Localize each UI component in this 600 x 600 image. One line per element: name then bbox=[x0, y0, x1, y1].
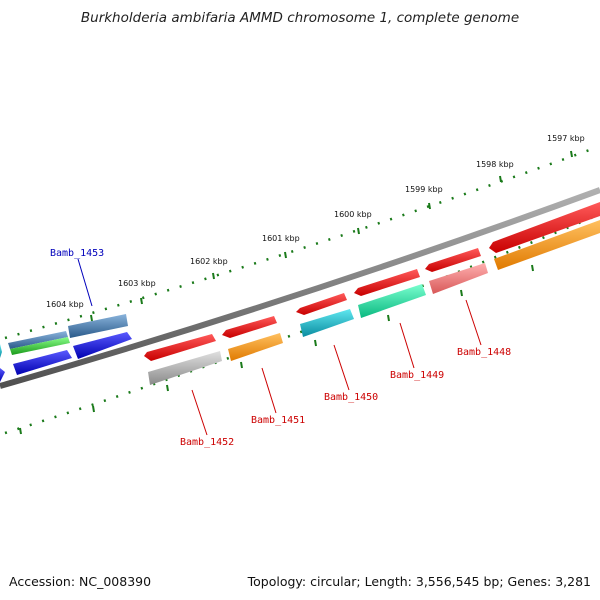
outer-tick-ring bbox=[4, 146, 596, 340]
tick-mark bbox=[357, 227, 360, 235]
tick-label: 1600 kbp bbox=[334, 210, 372, 219]
gene-arrow bbox=[8, 331, 68, 349]
gene-arrow bbox=[68, 314, 128, 338]
tick-mark bbox=[166, 384, 169, 392]
leader-line bbox=[191, 389, 208, 436]
gene-arrow bbox=[358, 284, 426, 318]
leader-line bbox=[465, 299, 482, 346]
leader-line bbox=[333, 344, 350, 391]
gene-arrow bbox=[0, 368, 5, 382]
gene-arrow bbox=[13, 350, 72, 375]
tick-mark bbox=[387, 314, 390, 322]
tick-label: 1603 kbp bbox=[118, 279, 156, 288]
tick-mark bbox=[140, 297, 143, 305]
tick-labels: 1604 kbp 1603 kbp 1602 kbp 1601 kbp 1600… bbox=[46, 134, 585, 309]
forward-strand-genes bbox=[8, 202, 600, 361]
genome-summary-text: Topology: circular; Length: 3,556,545 bp… bbox=[247, 574, 591, 589]
gene-labels: Bamb_1453 Bamb_1452 Bamb_1451 Bamb_1450 … bbox=[50, 248, 511, 448]
tick-mark bbox=[240, 361, 243, 369]
gene-label: Bamb_1450 bbox=[324, 392, 378, 403]
gene-arrow bbox=[148, 351, 222, 385]
tick-mark bbox=[92, 405, 95, 413]
tick-mark bbox=[314, 339, 317, 347]
gene-arrow bbox=[494, 220, 600, 270]
tick-mark bbox=[531, 264, 534, 272]
gene-arrow bbox=[489, 202, 600, 253]
gene-arrow bbox=[228, 333, 283, 361]
chromosome-backbone bbox=[0, 187, 600, 389]
tick-mark bbox=[90, 314, 93, 322]
tick-mark bbox=[212, 272, 215, 280]
gene-arrow bbox=[300, 309, 354, 337]
tick-mark bbox=[284, 251, 287, 259]
tick-label: 1598 kbp bbox=[476, 160, 514, 169]
label-leaders bbox=[77, 258, 482, 436]
gene-arrow bbox=[10, 337, 70, 355]
tick-label: 1604 kbp bbox=[46, 300, 84, 309]
tick-label: 1602 kbp bbox=[190, 257, 228, 266]
accession-text: Accession: NC_008390 bbox=[9, 574, 152, 589]
gene-label: Bamb_1449 bbox=[390, 370, 444, 381]
gene-arrow bbox=[73, 332, 132, 359]
tick-label: 1597 kbp bbox=[547, 134, 585, 143]
gene-label: Bamb_1452 bbox=[180, 437, 234, 448]
tick-label: 1601 kbp bbox=[262, 234, 300, 243]
gene-arrow bbox=[354, 269, 420, 296]
gene-arrow bbox=[222, 316, 277, 338]
gene-arrow bbox=[296, 293, 347, 315]
gene-arrow bbox=[144, 334, 216, 361]
tick-label: 1599 kbp bbox=[405, 185, 443, 194]
tick-mark bbox=[460, 289, 463, 297]
tick-mark bbox=[428, 202, 431, 210]
reverse-strand-genes bbox=[0, 220, 600, 385]
leader-line bbox=[261, 367, 277, 414]
inner-tick-ring bbox=[4, 213, 599, 435]
leader-line bbox=[399, 322, 415, 369]
gene-arrow bbox=[0, 344, 2, 358]
gene-arrow bbox=[429, 263, 488, 294]
tick-mark bbox=[499, 175, 502, 183]
gene-label: Bamb_1451 bbox=[251, 415, 305, 426]
leader-line bbox=[77, 258, 93, 307]
gene-arrow bbox=[425, 248, 481, 272]
gene-label: Bamb_1448 bbox=[457, 347, 511, 358]
map-title: Burkholderia ambifaria AMMD chromosome 1… bbox=[80, 10, 520, 26]
tick-mark bbox=[19, 427, 22, 435]
inner-tick-dots bbox=[4, 213, 599, 435]
tick-mark bbox=[570, 150, 573, 158]
gene-label: Bamb_1453 bbox=[50, 248, 104, 259]
